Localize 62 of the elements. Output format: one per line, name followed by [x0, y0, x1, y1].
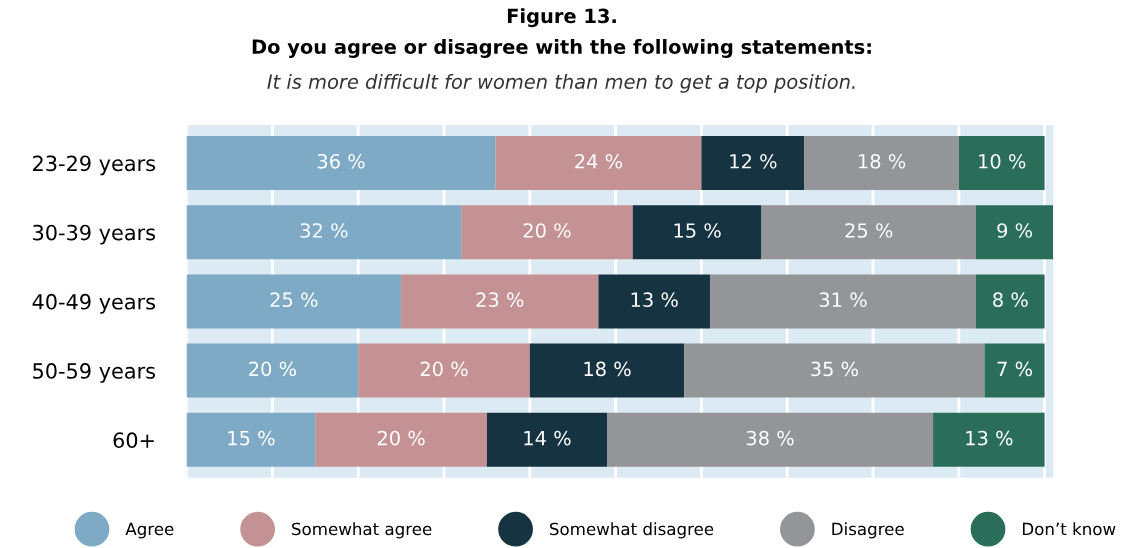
data-label: 20 % — [249, 361, 297, 377]
chart-subtitle: It is more difficult for women than men to get a top position. — [267, 73, 855, 93]
data-label: 8 % — [993, 292, 1028, 308]
data-label: 20 % — [377, 430, 425, 446]
bar — [495, 136, 702, 190]
bar — [358, 343, 530, 398]
data-label: 35 % — [811, 361, 859, 377]
bar — [186, 412, 316, 467]
bar — [315, 412, 487, 467]
bar — [804, 136, 959, 190]
y-tick-label: 60+ — [113, 432, 154, 449]
y-tick-label: 23-29 years — [33, 155, 156, 176]
y-tick-label: 30-39 years — [33, 224, 156, 245]
bar — [933, 412, 1045, 467]
data-label: 38 % — [746, 430, 794, 446]
data-label: 31 % — [819, 292, 867, 308]
bar — [186, 343, 359, 398]
data-label: 36 % — [317, 153, 365, 169]
legend-label: Somewhat disagree — [550, 522, 714, 539]
data-label: 32 % — [300, 223, 348, 238]
legend-label: Somewhat agree — [292, 522, 432, 539]
bar — [186, 136, 496, 190]
data-label: 13 % — [966, 430, 1013, 446]
bar — [401, 274, 599, 329]
chart-title: Figure 13. Do you agree or disagree with the following statements: — [252, 8, 871, 58]
bar — [761, 205, 976, 260]
data-label: 20 % — [523, 223, 571, 238]
bar — [529, 343, 685, 398]
bar — [461, 205, 633, 260]
bar — [598, 274, 710, 329]
data-label: 15 % — [228, 430, 275, 446]
data-label: 18 % — [584, 361, 631, 377]
y-tick-label: 50-59 years — [33, 363, 156, 383]
bar — [709, 274, 976, 329]
data-label: 24 % — [575, 153, 623, 169]
data-label: 18 % — [859, 153, 906, 169]
data-label: 12 % — [730, 153, 777, 169]
data-label: 13 % — [631, 292, 678, 308]
data-label: 14 % — [524, 430, 571, 446]
bar — [975, 274, 1045, 329]
y-tick-label: 40-49 years — [32, 293, 156, 314]
bar — [984, 343, 1045, 398]
bar — [607, 412, 934, 467]
legend-label: Don’t know — [1022, 522, 1116, 536]
data-label: 23 % — [476, 292, 524, 308]
bar — [632, 205, 762, 260]
data-label: 25 % — [270, 292, 318, 308]
bar — [186, 205, 462, 260]
bar — [684, 343, 985, 398]
bar — [486, 412, 608, 467]
bar — [958, 136, 1045, 190]
legend-label: Disagree — [832, 522, 904, 539]
data-label: 9 % — [997, 223, 1033, 238]
data-label: 15 % — [674, 223, 721, 238]
data-label: 20 % — [420, 361, 468, 377]
data-label: 10 % — [979, 153, 1026, 169]
data-label: 25 % — [845, 223, 893, 238]
bar — [975, 205, 1054, 260]
data-label: 7 % — [997, 361, 1033, 377]
legend-label: Agree — [125, 522, 174, 539]
bar — [186, 274, 402, 329]
bar — [701, 136, 805, 190]
